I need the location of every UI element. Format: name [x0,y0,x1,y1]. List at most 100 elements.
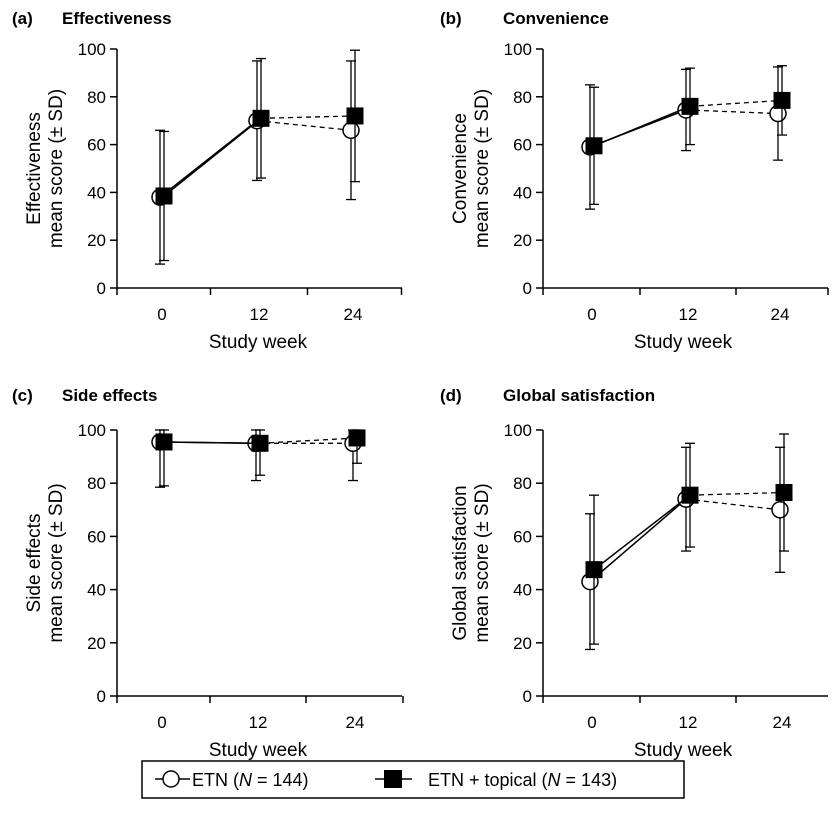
y-axis-title: Global satisfactionmean score (± SD) [450,483,493,642]
data-point-etn-topical [155,433,173,451]
legend-label-etn: ETN (N = 144) [192,770,309,790]
data-point-etn-topical [251,434,269,452]
data-point-etn-topical [681,486,699,504]
y-axis-title-line: Global satisfaction [450,485,471,640]
x-tick-label: 24 [773,713,792,732]
series-line-dashed [689,491,785,496]
data-point-etn-topical [346,107,364,125]
legend-etn-prefix: ETN ( [192,770,239,790]
data-point-etn-topical [585,137,603,155]
panel-b: (b) Convenience 0 20 40 60 80 100 0 12 24 Study wee… [440,9,829,353]
panel-letter: (d) [440,386,462,405]
series-line-dashed [685,109,779,115]
y-tick-label: 40 [87,183,106,202]
y-tick-label: 20 [87,231,106,250]
y-tick-label: 80 [513,474,532,493]
panel-c: (c) Side effects 0 20 40 60 80 100 0 12 24 Study we… [12,386,404,761]
panel-title: Side effects [62,386,157,405]
x-axis-title: Study week [209,332,308,353]
series-line-dashed [260,115,356,119]
y-axis-title-line: Convenience [450,113,471,224]
y-tick-label: 40 [513,581,532,600]
panel-letter: (a) [12,9,33,28]
data-point-etn-topical [252,109,270,127]
x-axis-title: Study week [209,740,308,761]
data-point-etn-topical [681,97,699,115]
x-tick-label: 0 [587,305,596,324]
x-tick-label: 0 [157,305,166,324]
y-axis-title-line: mean score (± SD) [46,89,67,248]
x-tick-label: 12 [679,713,698,732]
y-tick-label: 20 [513,231,532,250]
x-axis-title: Study week [634,740,733,761]
series-line-dashed [689,99,783,108]
series-line-dashed [259,437,358,444]
legend-topical-prefix: ETN + topical ( [428,770,548,790]
x-tick-label: 24 [346,713,365,732]
data-point-etn-topical [585,561,603,579]
panel-letter: (b) [440,9,462,28]
y-axis-title: Side effectsmean score (± SD) [24,483,67,642]
data-point-etn-topical [773,91,791,109]
series-line-solid [163,441,261,445]
legend-frame [141,760,685,799]
x-tick-label: 0 [587,713,596,732]
y-tick-label: 100 [78,40,106,59]
y-tick-label: 0 [523,279,532,298]
panel-title: Convenience [503,9,609,28]
y-axis-title-line: mean score (± SD) [472,483,493,642]
series-line-solid [589,498,687,583]
y-tick-label: 60 [87,527,106,546]
panel-letter: (c) [12,386,33,405]
panel-title: Effectiveness [62,9,172,28]
x-tick-label: 24 [771,305,790,324]
data-point-etn-topical [348,429,366,447]
y-axis-title: Conveniencemean score (± SD) [450,89,493,248]
x-tick-label: 12 [249,713,268,732]
series-line-solid [593,105,691,147]
legend-label-topical: ETN + topical (N = 143) [428,770,617,790]
y-tick-label: 0 [97,687,106,706]
x-tick-label: 12 [250,305,269,324]
data-point-etn-topical [155,187,173,205]
legend-etn-suffix: = 144) [252,770,309,790]
x-tick-label: 12 [679,305,698,324]
x-tick-label: 0 [157,713,166,732]
y-axis-title-line: mean score (± SD) [46,483,67,642]
series-line-solid [163,117,262,197]
series-line-solid [593,494,691,571]
y-tick-label: 100 [504,40,532,59]
x-axis-title: Study week [634,332,733,353]
y-tick-label: 60 [87,136,106,155]
y-tick-label: 100 [504,421,532,440]
y-tick-label: 80 [513,88,532,107]
y-tick-label: 40 [513,183,532,202]
y-tick-label: 100 [78,421,106,440]
series-line-solid [159,120,258,198]
series-line-dashed [685,498,781,511]
x-tick-label: 24 [344,305,363,324]
y-axis-title-line: Side effects [24,514,45,613]
legend-marker-open-circle-icon [162,770,180,788]
legend-topical-suffix: = 143) [561,770,618,790]
y-tick-label: 20 [87,634,106,653]
panel-d: (d) Global satisfaction 0 20 40 60 80 100 0 12 24 S… [440,386,828,761]
panel-a: (a) Effectiveness 0 20 40 60 80 100 0 12 24 Study w… [12,9,403,353]
y-tick-label: 40 [87,581,106,600]
panel-title: Global satisfaction [503,386,655,405]
legend-topical-n: N [548,770,562,790]
legend-etn-n: N [239,770,253,790]
series-line-dashed [256,120,352,131]
y-tick-label: 0 [523,687,532,706]
data-point-etn-topical [775,484,793,502]
legend-marker-filled-square-icon [384,770,402,788]
y-tick-label: 20 [513,634,532,653]
y-axis-title-line: Effectiveness [24,112,45,225]
y-tick-label: 60 [513,527,532,546]
y-tick-label: 0 [97,279,106,298]
y-axis-title: Effectivenessmean score (± SD) [24,89,67,248]
y-tick-label: 80 [87,474,106,493]
y-tick-label: 60 [513,136,532,155]
